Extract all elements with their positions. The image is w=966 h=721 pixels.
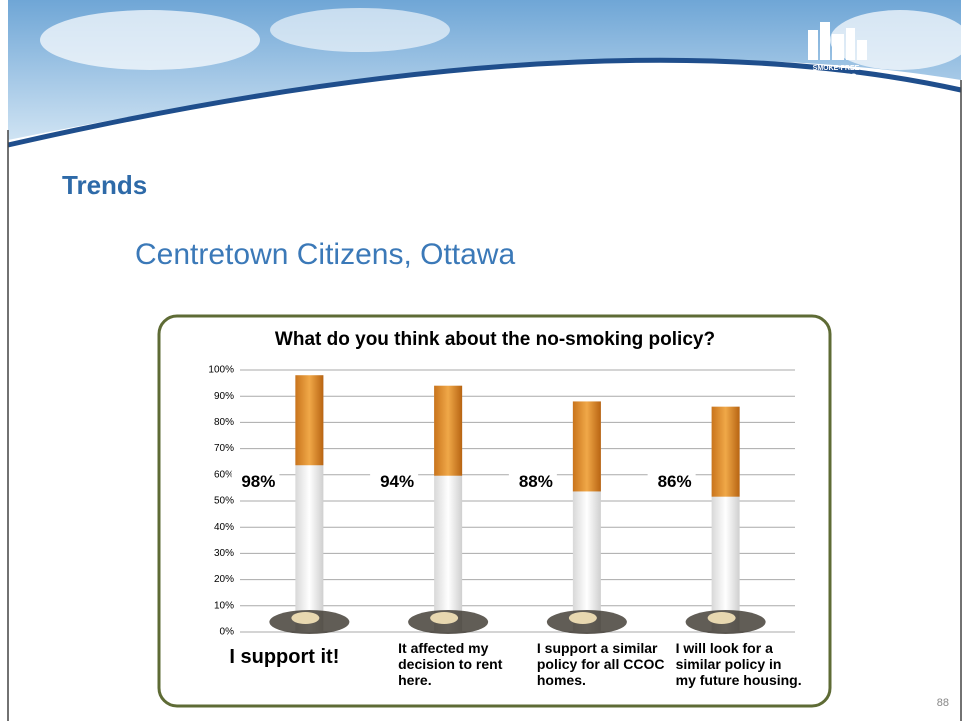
y-tick-label: 10% — [214, 600, 234, 611]
value-label-bg — [231, 470, 280, 495]
cigarette-filter — [295, 375, 324, 466]
y-tick-label: 30% — [214, 548, 234, 559]
cigarette-filter — [434, 385, 463, 476]
logo-skyline — [808, 22, 867, 60]
logo-text: HOUSING — [815, 72, 857, 82]
y-tick-label: 60% — [214, 469, 234, 480]
slide-subheading: Centretown Citizens, Ottawa — [135, 238, 515, 271]
x-tick-label: I support a similar policy for all CCOC … — [536, 640, 665, 688]
header-curve — [7, 57, 962, 148]
y-tick-label: 20% — [214, 574, 234, 585]
slide-heading: Trends — [62, 170, 147, 200]
cigarette-butt — [707, 612, 736, 624]
value-label-bg — [647, 470, 696, 495]
y-tick-label: 0% — [220, 627, 235, 638]
cloud — [40, 10, 260, 70]
value-label: 86% — [658, 472, 692, 491]
x-tick-label: I support it! — [229, 646, 340, 668]
cigarette-butt — [430, 612, 459, 624]
y-tick-label: 70% — [214, 443, 234, 454]
logo-text: ONTARIO — [816, 82, 857, 92]
value-label: 94% — [380, 472, 414, 491]
y-tick-label: 40% — [214, 522, 234, 533]
value-label-bg — [370, 470, 419, 495]
value-label: 88% — [519, 472, 553, 491]
y-tick-label: 90% — [214, 391, 234, 402]
y-tick-label: 50% — [214, 496, 234, 507]
page-number: 88 — [937, 697, 949, 709]
x-tick-label: It affected my decision to rent here. — [398, 640, 503, 688]
cigarette-butt — [291, 612, 320, 624]
chart-frame — [157, 314, 832, 708]
chart-title: What do you think about the no-smoking p… — [275, 329, 715, 350]
x-tick-label: I will look for a similar policy in my f… — [675, 640, 802, 688]
cloud — [270, 8, 450, 52]
cigarette-filter — [711, 406, 740, 497]
cigarette-filter — [572, 401, 601, 492]
value-label: 98% — [241, 472, 275, 491]
value-label-bg — [508, 470, 557, 495]
cigarette-butt — [568, 612, 597, 624]
y-tick-label: 80% — [214, 417, 234, 428]
logo-text: SMOKE-FREE — [813, 65, 860, 72]
y-tick-label: 100% — [208, 365, 234, 376]
